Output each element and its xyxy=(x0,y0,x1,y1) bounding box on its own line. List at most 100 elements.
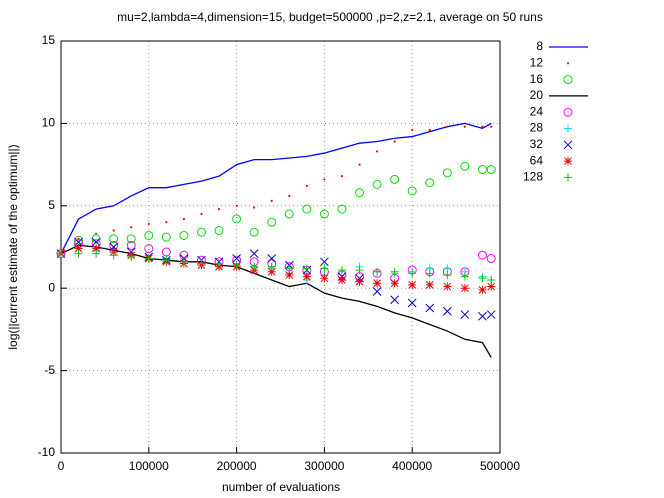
point xyxy=(340,175,344,178)
legend-marker xyxy=(564,157,572,166)
point xyxy=(162,256,171,265)
point xyxy=(147,222,150,226)
point xyxy=(443,271,452,280)
point xyxy=(463,125,466,128)
point xyxy=(355,277,364,286)
point xyxy=(92,249,101,258)
point xyxy=(249,249,259,258)
legend-label: 28 xyxy=(530,121,544,135)
plot-frame xyxy=(60,40,501,454)
legend-marker xyxy=(566,62,570,65)
point xyxy=(425,303,435,313)
point xyxy=(460,161,470,171)
legend-marker xyxy=(563,140,573,150)
point xyxy=(355,266,364,275)
point xyxy=(477,250,487,260)
point xyxy=(355,188,365,198)
legend-marker xyxy=(564,124,572,133)
point xyxy=(126,234,136,244)
legend-label: 12 xyxy=(530,55,544,69)
point xyxy=(57,249,65,258)
point xyxy=(214,226,224,236)
legend-label: 24 xyxy=(530,104,544,118)
point xyxy=(487,275,496,284)
point xyxy=(305,184,308,188)
point xyxy=(425,178,435,188)
point xyxy=(478,274,487,283)
point xyxy=(320,257,329,267)
legend-marker xyxy=(564,173,572,182)
point xyxy=(372,179,382,189)
point xyxy=(144,244,154,254)
point xyxy=(320,264,329,273)
point xyxy=(460,272,469,281)
point xyxy=(235,204,238,207)
point xyxy=(285,271,294,280)
legend-label: 16 xyxy=(530,72,544,86)
point xyxy=(130,226,133,229)
point xyxy=(267,262,276,271)
point xyxy=(250,262,259,271)
point xyxy=(270,199,273,202)
point xyxy=(74,237,83,247)
point xyxy=(358,163,361,166)
point xyxy=(337,266,346,275)
point xyxy=(165,221,168,224)
point xyxy=(481,125,484,128)
point xyxy=(109,251,118,260)
point xyxy=(267,217,277,227)
point xyxy=(323,178,326,181)
chart-title: mu=2,lambda=4,dimension=15, budget=50000… xyxy=(117,10,543,24)
legend-marker xyxy=(563,75,573,85)
point xyxy=(112,229,115,232)
point xyxy=(390,279,399,288)
point xyxy=(477,165,487,175)
series-line xyxy=(60,244,492,358)
point xyxy=(319,209,329,219)
point xyxy=(144,254,153,263)
point xyxy=(302,272,311,281)
x-tick-label: 500000 xyxy=(480,459,520,473)
legend-label: 32 xyxy=(530,137,544,151)
point xyxy=(460,310,470,319)
point xyxy=(428,128,431,132)
point xyxy=(442,306,452,316)
point xyxy=(285,264,294,273)
x-tick-label: 100000 xyxy=(129,459,169,473)
x-axis-label: number of evaluations xyxy=(222,480,340,494)
point xyxy=(443,282,452,291)
point xyxy=(487,282,496,291)
point xyxy=(74,235,84,245)
point xyxy=(302,204,312,214)
x-tick-label: 400000 xyxy=(392,459,432,473)
point xyxy=(390,174,400,184)
point xyxy=(460,284,469,293)
x-tick-label: 0 xyxy=(58,459,65,473)
point xyxy=(92,244,101,253)
point xyxy=(284,209,294,219)
point xyxy=(91,237,101,247)
point xyxy=(425,280,434,289)
point xyxy=(179,257,188,266)
point xyxy=(408,280,417,289)
point xyxy=(197,259,206,268)
y-axis-label: log(||current estimate of the optimum||) xyxy=(6,144,20,349)
point xyxy=(232,254,241,263)
point xyxy=(215,259,224,268)
x-tick-label: 200000 xyxy=(217,459,257,473)
point xyxy=(302,264,311,273)
point xyxy=(478,311,487,321)
point xyxy=(393,140,396,143)
point xyxy=(196,227,206,237)
series-line xyxy=(60,122,492,254)
point xyxy=(288,194,291,198)
legend-marker xyxy=(563,107,573,117)
point xyxy=(253,206,256,209)
point xyxy=(446,125,449,128)
point xyxy=(267,267,276,276)
point xyxy=(408,269,417,278)
point xyxy=(411,128,414,132)
point xyxy=(486,254,496,264)
y-tick-label: -5 xyxy=(44,363,55,377)
